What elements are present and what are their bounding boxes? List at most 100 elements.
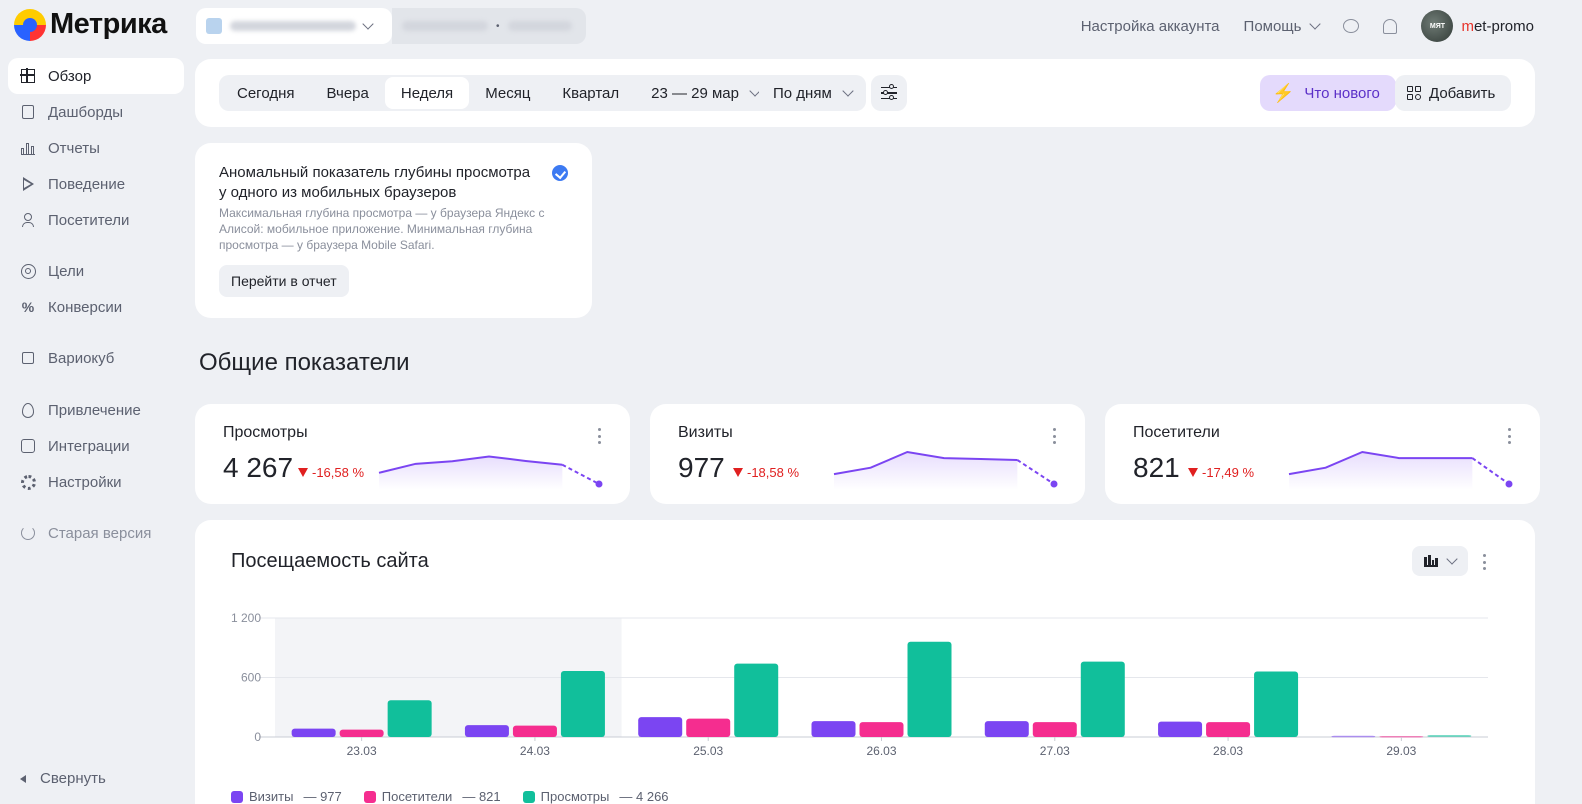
period-quarter-button[interactable]: Квартал <box>562 84 620 102</box>
user-menu[interactable]: MЯТ met-promo <box>1421 10 1534 42</box>
chart-type-selector[interactable] <box>1412 546 1468 576</box>
account-settings-link[interactable]: Настройка аккаунта <box>1080 17 1220 35</box>
metric-change: -18,58 % <box>733 465 799 480</box>
sidebar-item-visitors[interactable]: Посетители <box>8 202 184 238</box>
legend-item-visitors[interactable]: Посетители — 821 <box>363 789 501 804</box>
sidebar-item-integrations[interactable]: Интеграции <box>8 428 184 464</box>
sidebar-item-overview[interactable]: Обзор <box>8 58 184 94</box>
page-scrollbar[interactable] <box>1568 0 1582 804</box>
more-icon[interactable] <box>1053 428 1057 444</box>
metric-sparkline <box>833 450 1058 490</box>
separator-dot: • <box>496 20 500 32</box>
sidebar-item-dashboards[interactable]: Дашборды <box>8 94 184 130</box>
anomaly-title: Аномальный показатель глубины просмотра … <box>219 164 531 201</box>
legend-total: — 977 <box>303 789 342 804</box>
user-name: met-promo <box>1461 17 1534 35</box>
bar-Просмотры <box>1254 671 1299 737</box>
sidebar-item-label: Старая версия <box>48 524 152 542</box>
sidebar-item-behavior[interactable]: Поведение <box>8 166 184 202</box>
bar-Визиты <box>1331 735 1376 738</box>
bar-Посетители <box>686 718 731 737</box>
sidebar-item-settings[interactable]: Настройки <box>8 464 184 500</box>
metric-card-views[interactable]: Просмотры 4 267 -16,58 % <box>195 404 630 504</box>
chevron-down-icon <box>362 18 374 30</box>
sidebar-item-reports[interactable]: Отчеты <box>8 130 184 166</box>
bar-Просмотры <box>907 641 952 737</box>
sidebar-item-old-version[interactable]: Старая версия <box>8 515 184 551</box>
counter-id-redacted <box>507 21 572 31</box>
down-triangle-icon <box>733 468 743 477</box>
legend-item-views[interactable]: Просмотры — 4 266 <box>522 789 669 804</box>
sidebar-item-label: Конверсии <box>48 298 123 316</box>
traffic-chart[interactable]: 0 600 1 200 23.03 24.03 25.03 26.03 27.03 28.03 2… <box>195 520 1535 804</box>
sidebar-item-label: Посетители <box>48 211 130 229</box>
sidebar-item-acquisition[interactable]: Привлечение <box>8 392 184 428</box>
help-label: Помощь <box>1243 17 1302 35</box>
sparkline-line <box>378 455 563 474</box>
add-widget-button[interactable]: Добавить <box>1395 75 1512 111</box>
counter-selector[interactable] <box>196 8 392 44</box>
period-week-button[interactable]: Неделя <box>384 77 470 109</box>
x-tick-label: 24.03 <box>520 744 550 758</box>
metrika-logo[interactable]: Метрика <box>14 8 167 41</box>
sparkline-area <box>379 456 563 490</box>
check-icon[interactable] <box>552 165 568 181</box>
more-icon[interactable] <box>1508 428 1512 444</box>
legend-swatch <box>231 790 243 803</box>
play-icon <box>20 176 36 192</box>
flame-icon <box>20 402 36 418</box>
metric-sparkline <box>378 455 603 490</box>
sidebar-item-conversions[interactable]: % Конверсии <box>8 289 184 325</box>
collapse-sidebar-button[interactable]: Свернуть <box>20 770 106 787</box>
metric-value: 821 <box>1133 452 1180 483</box>
bell-icon[interactable] <box>1383 18 1398 34</box>
date-range-picker[interactable]: 23 — 29 мар <box>635 77 779 109</box>
legend-swatch <box>522 790 535 803</box>
legend-total: — 821 <box>462 789 501 804</box>
help-menu[interactable]: Помощь <box>1243 17 1322 35</box>
grouping-select[interactable]: По дням <box>759 75 866 111</box>
top-bar: Метрика • Настройка аккаунта Помощь MЯТ … <box>0 0 1582 52</box>
add-widget-icon <box>1407 86 1421 100</box>
chat-icon[interactable] <box>1343 19 1360 33</box>
period-today-button[interactable]: Сегодня <box>237 84 295 102</box>
puzzle-icon <box>20 438 36 454</box>
filter-settings-button[interactable] <box>871 75 907 111</box>
person-icon <box>20 212 36 228</box>
section-title: Общие показатели <box>199 349 410 376</box>
bar-Визиты <box>811 721 856 737</box>
sidebar-item-label: Обзор <box>48 67 92 85</box>
sidebar-item-goals[interactable]: Цели <box>8 253 184 289</box>
legend-item-visits[interactable]: Визиты — 977 <box>231 789 342 804</box>
chart-legend: Визиты — 977 Посетители — 821 Просмотры … <box>231 789 669 804</box>
counter-name-redacted <box>230 21 356 31</box>
more-icon[interactable] <box>598 428 602 444</box>
bar-Посетители <box>1032 722 1077 737</box>
percent-icon: % <box>21 299 35 315</box>
bar-Просмотры <box>387 700 432 737</box>
traffic-chart-card: 0 600 1 200 23.03 24.03 25.03 26.03 27.03 28.03 2… <box>195 520 1535 804</box>
bar-Визиты <box>291 728 336 737</box>
x-tick-label: 27.03 <box>1040 744 1070 758</box>
date-range-label: 23 — 29 мар <box>651 84 739 102</box>
metric-card-visitors[interactable]: Посетители 821 -17,49 % <box>1105 404 1540 504</box>
x-tick-label: 29.03 <box>1386 744 1416 758</box>
whats-new-label: Что нового <box>1304 84 1380 102</box>
go-to-report-button[interactable]: Перейти в отчет <box>219 265 349 297</box>
sidebar-item-label: Отчеты <box>48 139 100 157</box>
sidebar-item-label: Вариокуб <box>48 349 115 367</box>
bar-Посетители <box>859 722 904 737</box>
grouping-label: По дням <box>773 84 832 102</box>
bar-Просмотры <box>734 663 779 737</box>
lightning-icon: ⚡ <box>1272 82 1295 103</box>
period-month-button[interactable]: Месяц <box>485 84 531 102</box>
whats-new-button[interactable]: ⚡ Что нового <box>1260 75 1396 111</box>
metric-name: Просмотры <box>223 424 308 441</box>
x-tick-label: 26.03 <box>866 744 896 758</box>
metric-card-visits[interactable]: Визиты 977 -18,58 % <box>650 404 1085 504</box>
more-icon[interactable] <box>1483 554 1487 570</box>
period-yesterday-button[interactable]: Вчера <box>326 84 369 102</box>
legend-total: — 4 266 <box>619 789 669 804</box>
sidebar-item-variocube[interactable]: Вариокуб <box>8 340 184 376</box>
chevron-down-icon <box>842 85 854 97</box>
